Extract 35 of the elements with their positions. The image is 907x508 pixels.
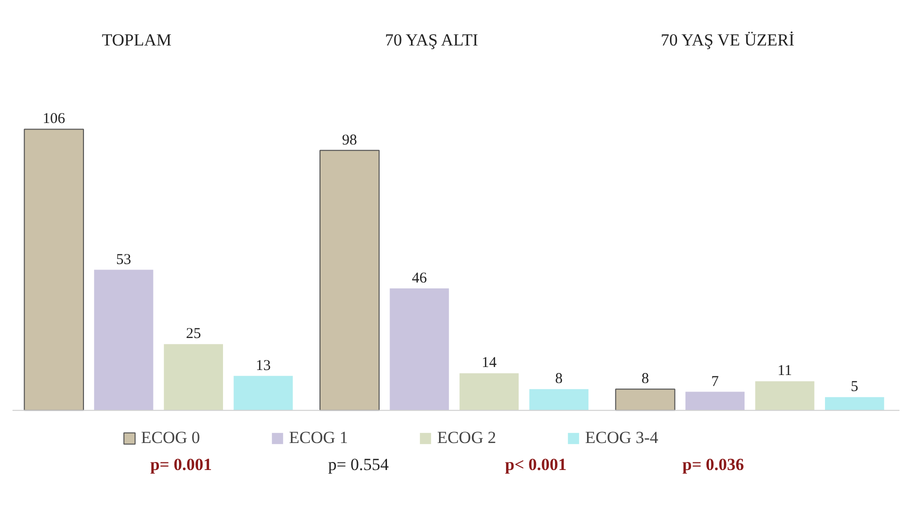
data-label: 25 bbox=[186, 326, 201, 342]
data-label: 14 bbox=[482, 355, 498, 372]
bar bbox=[24, 128, 84, 411]
text: p< 0.001 bbox=[505, 455, 567, 474]
text: p= 0.036 bbox=[682, 455, 744, 474]
x-tick-label: TOPLAM bbox=[102, 30, 172, 50]
bar bbox=[460, 373, 519, 410]
x-tick-label: 70 YAŞ VE ÜZERİ bbox=[660, 30, 795, 50]
text: p= 0.554 bbox=[328, 455, 390, 474]
bar bbox=[94, 270, 154, 410]
bar bbox=[390, 288, 449, 410]
text: p= 0.001 bbox=[150, 455, 212, 474]
data-label: 46 bbox=[412, 270, 428, 286]
bar bbox=[164, 344, 224, 410]
bar bbox=[234, 376, 293, 410]
data-label: 106 bbox=[42, 111, 66, 128]
legend-label: ECOG 0 bbox=[141, 428, 200, 448]
data-label: 8 bbox=[641, 371, 649, 388]
data-label: 7 bbox=[711, 374, 720, 390]
data-label: 8 bbox=[555, 371, 563, 388]
data-label: 11 bbox=[778, 363, 792, 380]
bar bbox=[755, 381, 814, 410]
bar bbox=[615, 388, 676, 411]
x-tick-label: 70 YAŞ ALTI bbox=[384, 30, 478, 50]
bar bbox=[529, 389, 588, 410]
data-label: 5 bbox=[850, 379, 858, 396]
data-label: 53 bbox=[116, 252, 132, 268]
bar bbox=[685, 392, 745, 410]
legend-label: ECOG 2 bbox=[437, 428, 496, 448]
data-label: 13 bbox=[256, 358, 271, 374]
legend-label: ECOG 3-4 bbox=[585, 428, 658, 448]
bar bbox=[824, 397, 884, 410]
data-label: 98 bbox=[342, 132, 358, 148]
legend-label: ECOG 1 bbox=[289, 428, 348, 448]
bar bbox=[319, 150, 380, 411]
